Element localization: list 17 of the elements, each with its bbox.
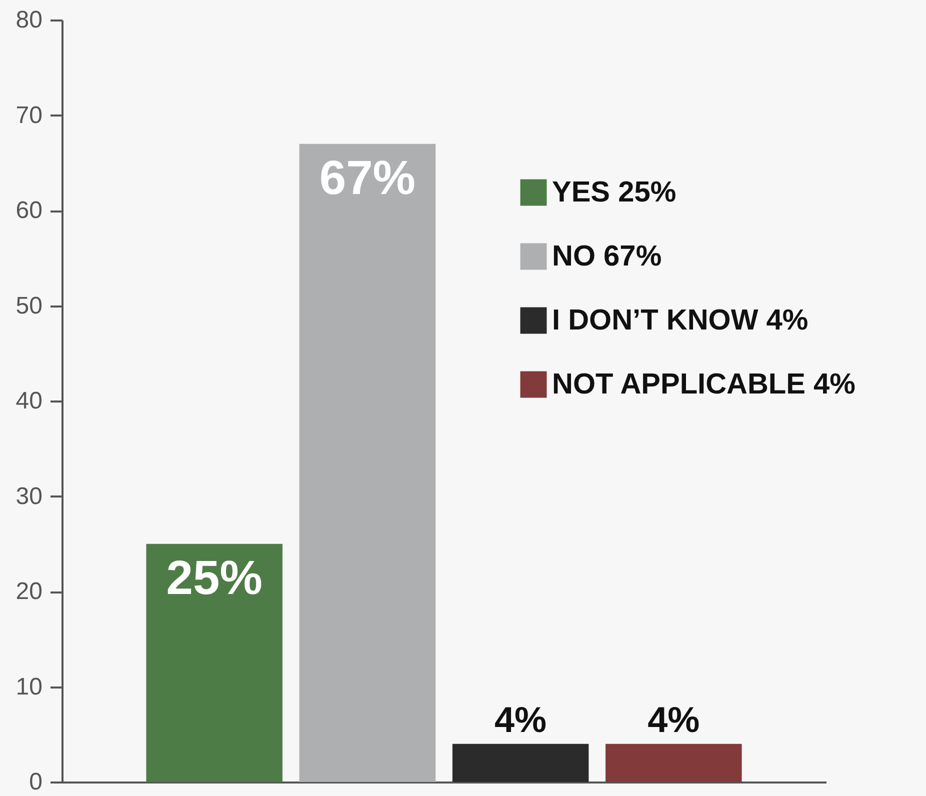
- legend-label: NOT APPLICABLE 4%: [552, 368, 856, 400]
- y-tick-label: 30: [16, 482, 42, 510]
- data-label: 67%: [319, 152, 416, 205]
- y-tick-label: 70: [16, 102, 42, 129]
- y-tick-label: 40: [16, 388, 42, 414]
- y-tick-label: 0: [29, 768, 42, 796]
- legend-label: YES 25%: [552, 176, 676, 208]
- y-tick-label: 50: [16, 292, 42, 320]
- y-tick-label: 80: [16, 6, 42, 34]
- y-tick-label: 10: [16, 673, 42, 700]
- data-label: 25%: [166, 552, 262, 605]
- legend-label: I DON’T KNOW 4%: [552, 304, 808, 336]
- y-tick-label: 20: [16, 578, 42, 605]
- y-tick-label: 60: [16, 197, 42, 224]
- data-label: 4%: [494, 698, 547, 740]
- legend-label: NO 67%: [552, 240, 662, 272]
- data-label: 4%: [648, 698, 700, 740]
